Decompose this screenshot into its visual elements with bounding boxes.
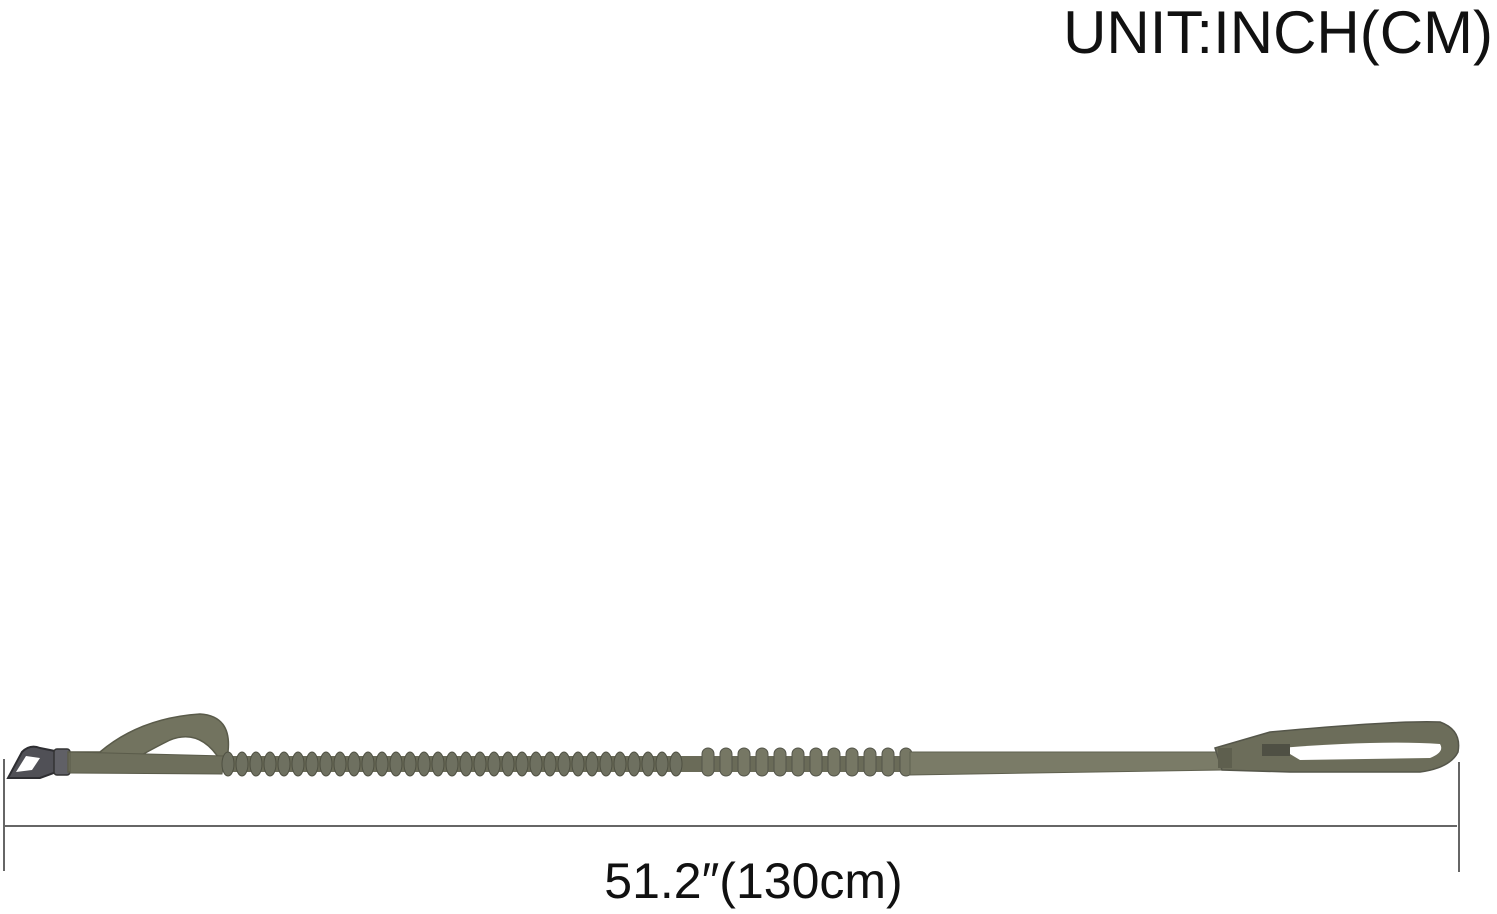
bungee-coil	[459, 751, 473, 777]
bungee-coil	[291, 751, 305, 777]
bungee-coil	[361, 751, 375, 777]
unit-label: UNIT:INCH(CM)	[1063, 0, 1493, 66]
bungee-pleat	[845, 747, 859, 777]
bungee-pleat	[881, 747, 895, 777]
bungee-section	[221, 747, 915, 777]
bungee-coil	[389, 751, 403, 777]
bungee-coil	[543, 751, 557, 777]
bungee-coil	[403, 751, 417, 777]
bungee-coil	[431, 751, 445, 777]
bungee-coil	[277, 751, 291, 777]
bungee-pleat	[737, 747, 751, 777]
bungee-coil	[557, 751, 571, 777]
bungee-coil	[669, 751, 683, 777]
bungee-coil	[627, 751, 641, 777]
bungee-coil	[417, 751, 431, 777]
bungee-pleat	[809, 747, 823, 777]
bungee-coil	[235, 751, 249, 777]
bungee-coil	[375, 751, 389, 777]
bungee-coil	[641, 751, 655, 777]
bungee-pleat	[863, 747, 877, 777]
bungee-pleat	[827, 747, 841, 777]
bungee-coil	[585, 751, 599, 777]
bungee-coil	[445, 751, 459, 777]
bungee-coil	[249, 751, 263, 777]
bungee-coil	[599, 751, 613, 777]
bungee-pleat	[719, 747, 733, 777]
bungee-coil	[263, 751, 277, 777]
bungee-coil	[319, 751, 333, 777]
bungee-coil	[655, 751, 669, 777]
bungee-coil	[347, 751, 361, 777]
bungee-coil	[501, 751, 515, 777]
bungee-coil	[305, 751, 319, 777]
bungee-pleat	[773, 747, 787, 777]
bungee-coil	[333, 751, 347, 777]
bungee-coil	[221, 751, 235, 777]
bungee-coil	[571, 751, 585, 777]
bungee-pleat	[701, 747, 715, 777]
clasp-icon	[6, 745, 71, 779]
dimension-label: 51.2″(130cm)	[604, 853, 903, 909]
bungee-coil	[515, 751, 529, 777]
leash-icon	[6, 713, 1460, 779]
bungee-pleat	[755, 747, 769, 777]
bungee-coil	[487, 751, 501, 777]
bungee-coil	[613, 751, 627, 777]
flat-strap	[909, 751, 1223, 776]
bungee-coil	[473, 751, 487, 777]
bungee-pleat	[791, 747, 805, 777]
bungee-coil	[529, 751, 543, 777]
